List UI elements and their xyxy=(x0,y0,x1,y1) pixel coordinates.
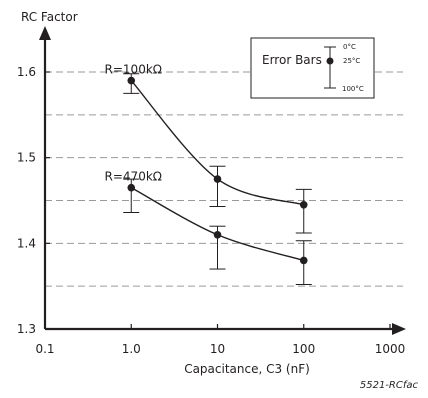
series-0-point-2 xyxy=(299,200,308,209)
y-axis-arrowhead xyxy=(39,26,51,40)
x-tick-label-3: 100 xyxy=(292,342,315,356)
legend-label-bottom: 100°C xyxy=(342,85,364,93)
x-tick-label-0: 0.1 xyxy=(35,342,54,356)
legend-marker xyxy=(326,57,334,65)
x-tick-label-4: 1000 xyxy=(375,342,406,356)
series-0-label: R=100kΩ xyxy=(105,63,162,77)
x-axis-arrowhead xyxy=(392,323,406,335)
grid-layer xyxy=(45,71,403,287)
series-1-point-0 xyxy=(127,183,136,192)
legend-label-middle: 25°C xyxy=(343,57,360,65)
series-1-point-2 xyxy=(299,256,308,265)
axes-layer xyxy=(39,26,406,335)
series-1-label: R=470kΩ xyxy=(105,170,162,184)
legend-box: Error Bars 0°C 25°C 100°C xyxy=(250,37,375,99)
y-tick-label-0: 1.3 xyxy=(17,322,36,336)
series-0-point-1 xyxy=(213,175,222,183)
figure-id: 5521-RCfac xyxy=(360,380,419,391)
legend-frame xyxy=(250,37,375,99)
series-0-point-0 xyxy=(127,76,136,85)
x-tick-label-2: 10 xyxy=(210,342,225,356)
ticks-layer: 1.3 1.4 1.5 1.6 0.1 1.0 10 100 1000 xyxy=(17,65,405,356)
y-tick-label-1: 1.4 xyxy=(17,236,36,250)
x-axis-title: Capacitance, C3 (nF) xyxy=(184,362,310,376)
series-layer: R=100kΩ R=470kΩ xyxy=(105,63,312,285)
y-tick-label-2: 1.5 xyxy=(17,151,36,165)
y-tick-label-3: 1.6 xyxy=(17,65,36,79)
x-tick-label-1: 1.0 xyxy=(122,342,141,356)
y-axis-title: RC Factor xyxy=(21,10,78,24)
legend-title: Error Bars xyxy=(262,53,322,67)
series-1-point-1 xyxy=(213,230,222,239)
legend-label-top: 0°C xyxy=(343,43,356,51)
